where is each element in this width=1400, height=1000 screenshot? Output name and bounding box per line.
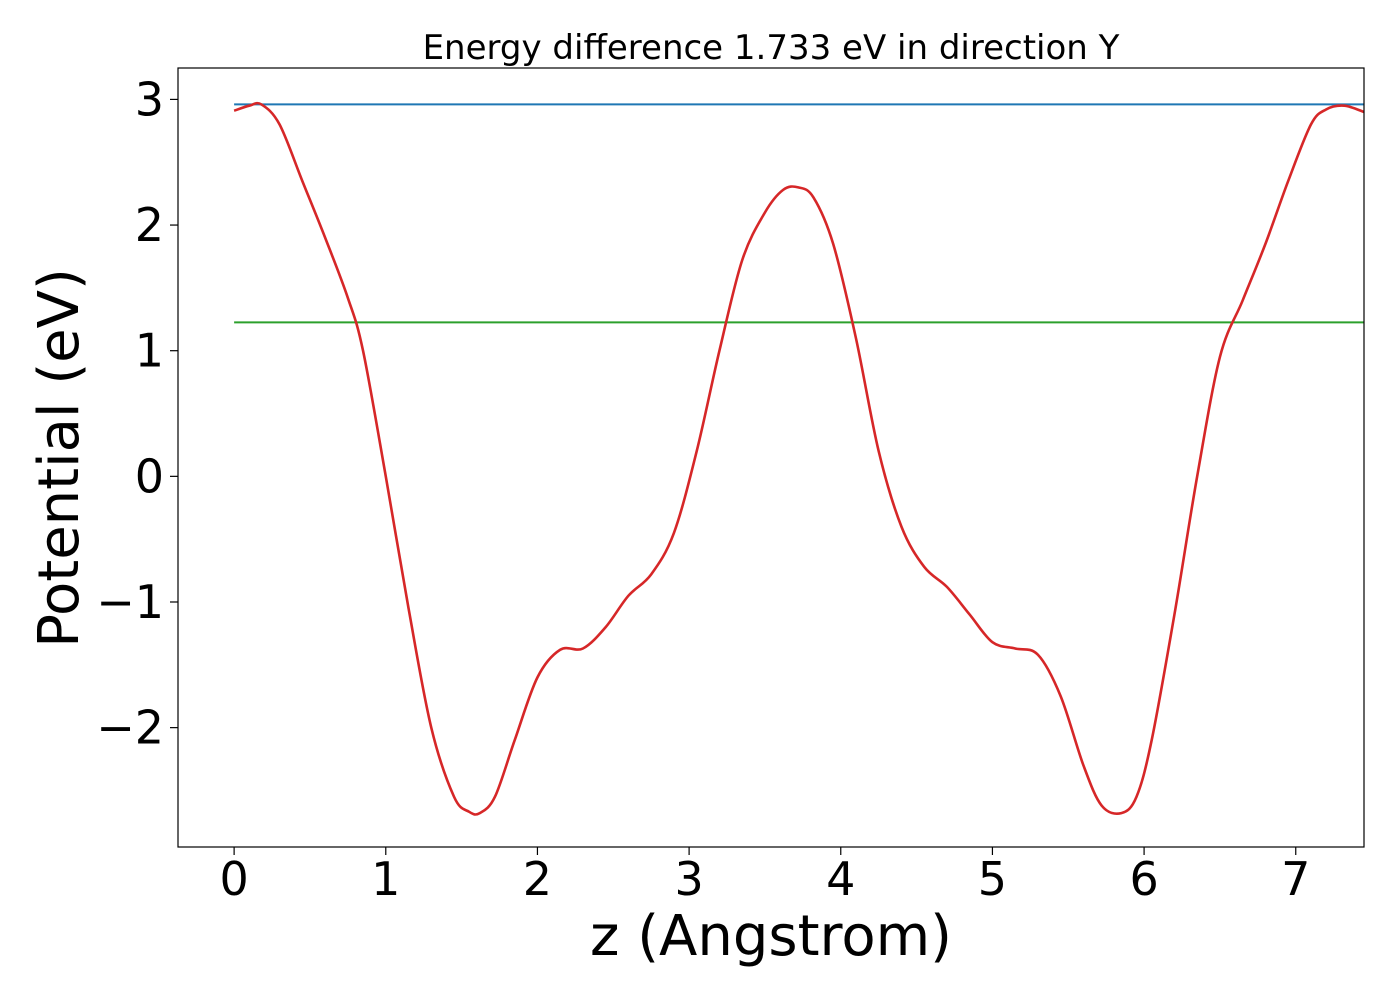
x-tick-label: 3 [674,852,703,906]
x-axis: 0 1 2 3 4 5 6 7 [219,847,1310,906]
x-tick-label: 2 [523,852,552,906]
x-tick-label: 6 [1129,852,1158,906]
x-axis-label: z (Angstrom) [590,904,952,969]
x-tick-label: 1 [371,852,400,906]
y-tick-label: −2 [96,701,164,755]
x-tick-label: 5 [978,852,1007,906]
x-tick-label: 4 [826,852,855,906]
potential-curve [233,101,1365,816]
y-tick-label: −1 [96,575,164,629]
x-tick-label: 7 [1281,852,1310,906]
plot-frame [177,67,1365,848]
y-tick-label: 2 [135,198,164,252]
y-axis-label: Potential (eV) [27,268,92,648]
y-tick-label: 0 [135,449,164,503]
plot-area [233,101,1365,816]
y-tick-label: 3 [135,72,164,126]
y-tick-label: 1 [135,324,164,378]
x-tick-label: 0 [219,852,248,906]
y-axis: −2 −1 0 1 2 3 [96,72,178,755]
chart-title: Energy difference 1.733 eV in direction … [423,28,1120,68]
